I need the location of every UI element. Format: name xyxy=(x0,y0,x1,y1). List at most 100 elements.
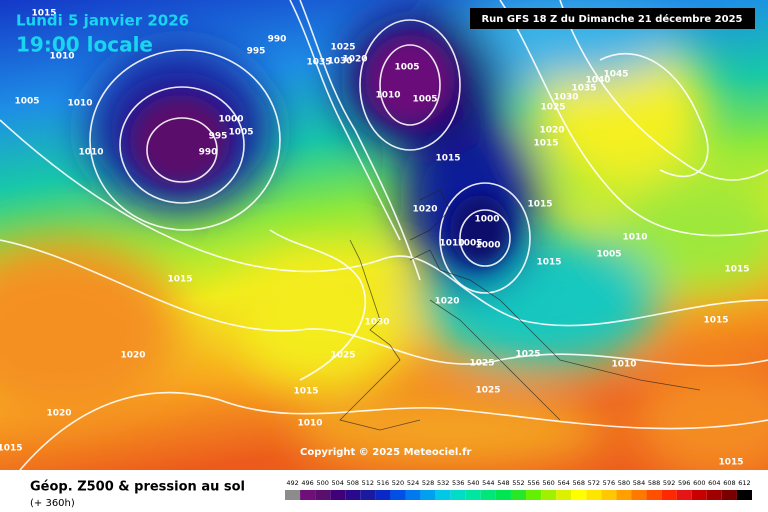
scale-swatch xyxy=(360,490,376,500)
scale-swatch xyxy=(390,490,406,500)
pressure-label: 1015 xyxy=(536,258,561,268)
pressure-label: 1015 xyxy=(435,154,460,164)
scale-label: 604 xyxy=(708,479,720,487)
scale-label: 536 xyxy=(452,479,464,487)
local-time: 19:00 locale xyxy=(16,33,153,57)
scale-swatch xyxy=(616,490,632,500)
pressure-label: 1020 xyxy=(342,55,367,65)
pressure-label: 1020 xyxy=(539,126,564,136)
scale-swatch xyxy=(345,490,361,500)
scale-label: 524 xyxy=(407,479,419,487)
pressure-label: 1005 xyxy=(412,95,437,105)
pressure-label: 995 xyxy=(247,47,266,57)
pressure-label: 1020 xyxy=(46,409,71,419)
pressure-label: 1025 xyxy=(330,43,355,53)
footer-title: Géop. Z500 & pression au sol xyxy=(30,480,245,495)
scale-label: 500 xyxy=(316,479,328,487)
scale-swatch xyxy=(556,490,572,500)
scale-swatch xyxy=(526,490,542,500)
scale-label: 596 xyxy=(678,479,690,487)
pressure-label: 990 xyxy=(268,35,287,45)
scale-swatch xyxy=(450,490,466,500)
pressure-label: 1030 xyxy=(553,93,578,103)
lead-time: (+ 360h) xyxy=(30,498,75,509)
pressure-label: 1020 xyxy=(434,297,459,307)
scale-swatch xyxy=(420,490,436,500)
scale-label: 572 xyxy=(588,479,600,487)
pressure-label: 1010 xyxy=(49,52,74,62)
scale-swatch xyxy=(586,490,602,500)
scale-swatch xyxy=(465,490,481,500)
pressure-label: 1045 xyxy=(603,70,628,80)
scale-label: 560 xyxy=(542,479,554,487)
pressure-label: 1010 xyxy=(297,419,322,429)
scale-swatch xyxy=(631,490,647,500)
scale-label: 532 xyxy=(437,479,449,487)
scale-swatch xyxy=(736,490,752,500)
pressure-label: 1015 xyxy=(167,275,192,285)
pressure-label: 1000 xyxy=(475,241,500,251)
scale-label: 492 xyxy=(286,479,298,487)
scale-swatch xyxy=(691,490,707,500)
isobars xyxy=(0,0,768,470)
scale-label: 504 xyxy=(332,479,344,487)
pressure-label: 1010 xyxy=(439,239,464,249)
pressure-label: 1005 xyxy=(457,239,482,249)
pressure-label: 1015 xyxy=(31,9,56,19)
scale-label: 528 xyxy=(422,479,434,487)
scale-label: 520 xyxy=(392,479,404,487)
scale-label: 556 xyxy=(527,479,539,487)
pressure-label: 1025 xyxy=(330,351,355,361)
valid-date: Lundi 5 janvier 2026 xyxy=(16,12,189,30)
pressure-label: 995 xyxy=(209,132,228,142)
pressure-label: 1005 xyxy=(596,250,621,260)
map-field: 1015 1010 1005 1010 1010 995 990 1025 10… xyxy=(0,0,768,470)
scale-label: 544 xyxy=(482,479,494,487)
pressure-label: 1010 xyxy=(611,360,636,370)
scale-swatch xyxy=(646,490,662,500)
pressure-label: 1035 xyxy=(306,58,331,68)
scale-swatch xyxy=(375,490,391,500)
scale-label: 576 xyxy=(603,479,615,487)
scale-swatch xyxy=(405,490,421,500)
pressure-label: 1000 xyxy=(218,115,243,125)
scale-label: 584 xyxy=(633,479,645,487)
scale-label: 496 xyxy=(301,479,313,487)
scale-label: 580 xyxy=(618,479,630,487)
pressure-label: 1010 xyxy=(622,233,647,243)
pressure-labels: 1015 1010 1005 1010 1010 995 990 1025 10… xyxy=(0,9,750,468)
scale-swatch xyxy=(510,490,527,500)
scale-label: 552 xyxy=(512,479,524,487)
pressure-label: 1020 xyxy=(412,205,437,215)
scale-swatch xyxy=(300,490,316,500)
scale-label: 516 xyxy=(377,479,389,487)
scale-swatch xyxy=(435,490,451,500)
pressure-label: 1015 xyxy=(293,387,318,397)
run-box xyxy=(470,8,755,29)
pressure-label: 1025 xyxy=(540,103,565,113)
scale-swatch xyxy=(330,490,346,500)
pressure-label: 1010 xyxy=(78,148,103,158)
pressure-label: 1020 xyxy=(120,351,145,361)
pressure-label: 1015 xyxy=(533,139,558,149)
scale-label: 612 xyxy=(738,479,750,487)
pressure-label: 1005 xyxy=(394,63,419,73)
pressure-label: 1015 xyxy=(0,444,23,454)
scale-swatch xyxy=(706,490,722,500)
scale-label: 564 xyxy=(557,479,569,487)
scale-swatch xyxy=(495,490,511,500)
pressure-label: 1030 xyxy=(327,57,352,67)
pressure-label: 1015 xyxy=(724,265,749,275)
scale-label: 540 xyxy=(467,479,479,487)
pressure-label: 1025 xyxy=(515,350,540,360)
scale-label: 588 xyxy=(648,479,660,487)
scale-swatch xyxy=(285,490,301,500)
scale-swatch xyxy=(676,490,692,500)
color-scale: 492 496 500 504 508 512 516 520 524 528 532 536 540 5… xyxy=(285,479,752,500)
scale-swatch xyxy=(571,490,587,500)
pressure-label: 1040 xyxy=(585,76,610,86)
pressure-label: 1005 xyxy=(228,128,253,138)
pressure-label: 1025 xyxy=(469,359,494,369)
pressure-label: 1010 xyxy=(67,99,92,109)
